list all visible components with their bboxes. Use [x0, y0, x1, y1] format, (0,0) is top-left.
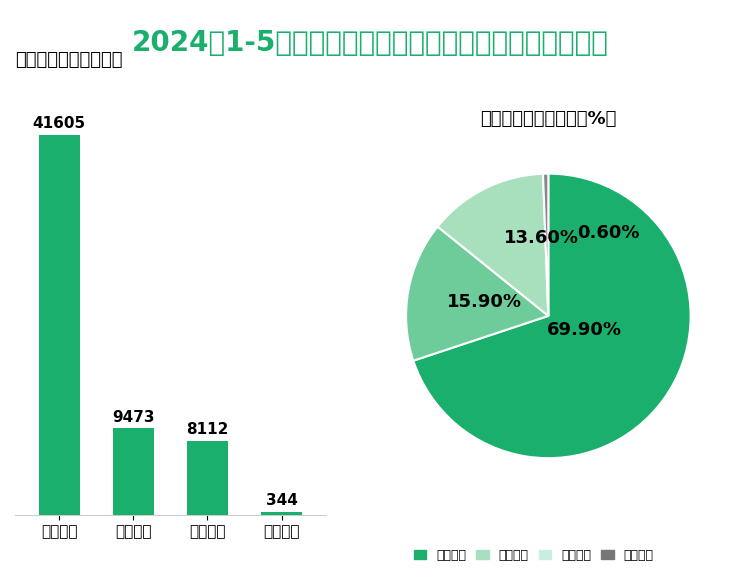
Title: 营业收入占全国比重（%）: 营业收入占全国比重（%） [480, 110, 617, 128]
Bar [113, 428, 154, 515]
Bar [39, 135, 80, 515]
Text: 41605: 41605 [33, 116, 86, 131]
Text: 8112: 8112 [186, 422, 229, 437]
Text: 13.60%: 13.60% [504, 229, 579, 247]
Text: 69.90%: 69.90% [546, 321, 622, 339]
Wedge shape [406, 226, 548, 361]
Bar [262, 512, 302, 515]
Text: 0.60%: 0.60% [576, 225, 639, 242]
Text: 2024年1-5月我国规模以上电子信息制造业地区营收情况: 2024年1-5月我国规模以上电子信息制造业地区营收情况 [132, 29, 609, 57]
Wedge shape [543, 174, 548, 316]
Bar [187, 441, 228, 515]
Legend: 东部地区, 中部地区, 西部地区, 东北地区: 东部地区, 中部地区, 西部地区, 东北地区 [408, 544, 659, 567]
Text: 实现营业收入（亿元）: 实现营业收入（亿元） [15, 51, 122, 69]
Wedge shape [438, 174, 548, 316]
Text: 15.90%: 15.90% [447, 292, 522, 311]
Wedge shape [413, 174, 691, 458]
Text: 344: 344 [265, 493, 298, 508]
Text: 9473: 9473 [112, 410, 155, 425]
